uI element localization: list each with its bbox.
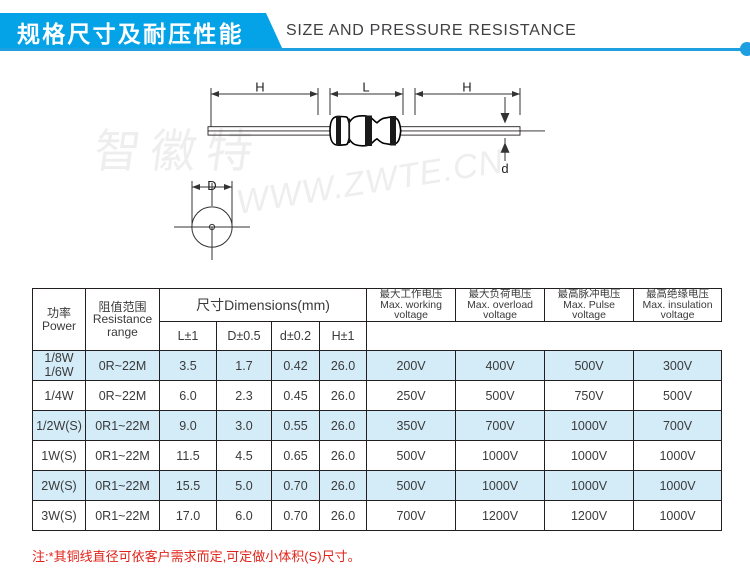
svg-text:d: d: [501, 161, 508, 176]
svg-text:D: D: [207, 178, 216, 193]
svg-text:H: H: [255, 80, 264, 95]
svg-text:H: H: [462, 80, 471, 95]
svg-text:L: L: [362, 80, 369, 95]
